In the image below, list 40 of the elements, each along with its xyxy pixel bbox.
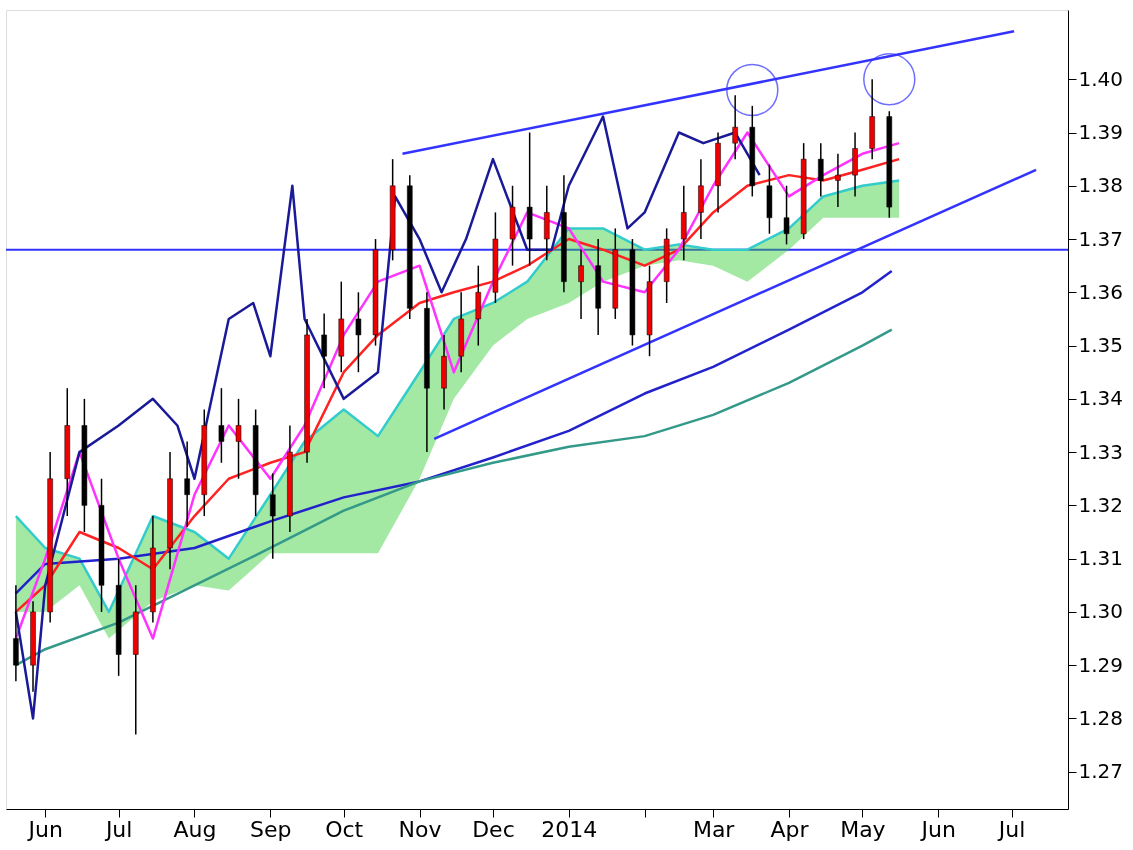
y-tick-label: 1.40	[1078, 66, 1124, 91]
x-tick-label: Jun	[919, 816, 956, 842]
candlestick	[783, 185, 790, 246]
y-tick-label: 1.28	[1078, 705, 1124, 730]
x-tick-label: 2014	[541, 816, 598, 842]
candlestick	[578, 248, 584, 320]
x-tick-label: Dec	[472, 816, 515, 842]
y-tick-label: 1.38	[1078, 173, 1124, 198]
candlestick	[732, 94, 738, 160]
y-tick-label: 1.35	[1078, 333, 1124, 358]
y-tick-label: 1.27	[1078, 759, 1124, 784]
x-tick-label: Oct	[325, 816, 364, 842]
x-tick-label: Sep	[250, 816, 292, 842]
x-tick-label: Aug	[173, 816, 217, 842]
x-tick-label: Jun	[26, 816, 63, 842]
y-tick-label: 1.32	[1078, 492, 1124, 517]
y-tick-label: 1.34	[1078, 386, 1124, 411]
x-tick-label: Jul	[103, 816, 133, 842]
candlestick	[355, 291, 362, 373]
candlestick	[270, 472, 276, 560]
y-tick-label: 1.31	[1078, 546, 1124, 571]
y-tick-label: 1.36	[1078, 279, 1124, 304]
x-tick-label: May	[840, 816, 886, 842]
line-series	[14, 269, 893, 595]
x-tick-label: Jul	[996, 816, 1026, 842]
line-series	[14, 115, 761, 720]
x-tick-label: Nov	[398, 816, 442, 842]
y-tick-label: 1.39	[1078, 120, 1124, 145]
candlestick	[235, 398, 242, 480]
y-tick-label: 1.29	[1078, 652, 1124, 677]
y-tick-label: 1.37	[1078, 226, 1124, 251]
candlestick	[818, 142, 824, 198]
y-tick-label: 1.33	[1078, 439, 1124, 464]
x-tick-label: Apr	[770, 816, 810, 842]
candlestick	[321, 312, 327, 389]
candlestick	[218, 387, 225, 464]
candlestick	[835, 153, 841, 208]
candlestick	[184, 440, 190, 528]
x-tick-label: Mar	[692, 816, 736, 842]
y-tick-label: 1.30	[1078, 599, 1124, 624]
